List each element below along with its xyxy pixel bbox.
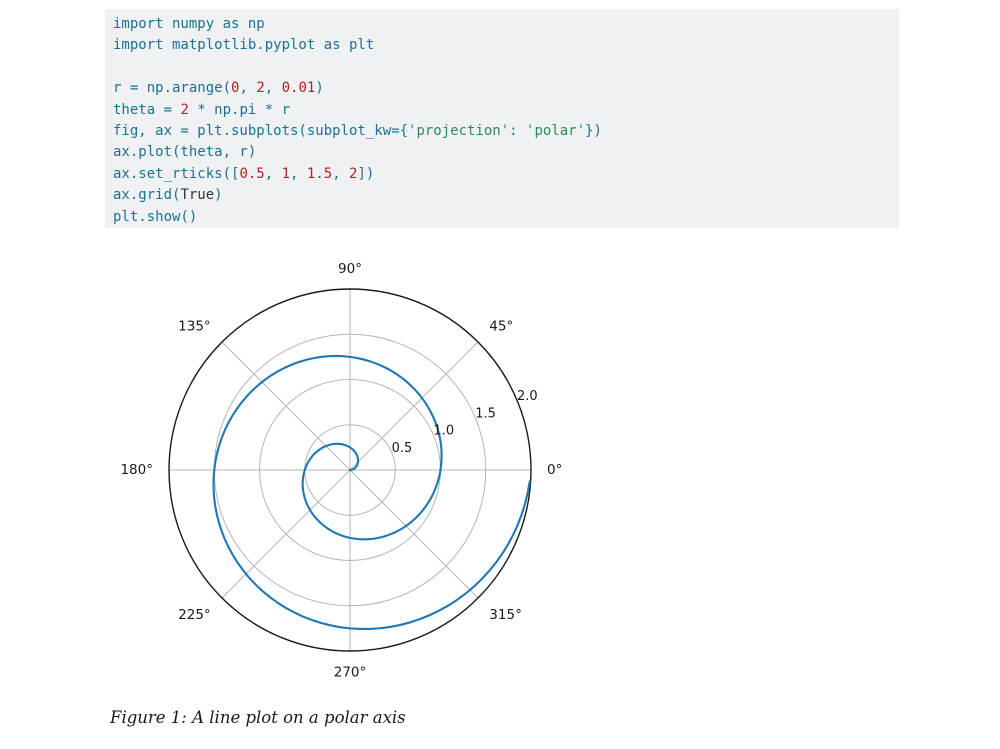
code-line: ax.plot(theta, r) bbox=[113, 144, 257, 161]
code-line: ax.set_rticks([0.5, 1, 1.5, 2]) bbox=[113, 165, 375, 182]
code-line: fig, ax = plt.subplots(subplot_kw={'proj… bbox=[113, 123, 602, 140]
r-tick-label: 0.5 bbox=[392, 441, 413, 456]
polar-chart: 0° 45° 90° 135° 180° 225° 270° 315° 0.5 1.0 1.5 2.0 bbox=[120, 261, 562, 681]
theta-tick-label: 135° bbox=[178, 319, 211, 335]
theta-tick-label: 180° bbox=[120, 462, 153, 478]
r-tick-label: 2.0 bbox=[517, 389, 538, 404]
code-line: import numpy as np bbox=[113, 16, 265, 32]
theta-tick-label: 45° bbox=[489, 319, 513, 335]
polar-figure: 0° 45° 90° 135° 180° 225° 270° 315° 0.5 1.0 1.5 2.0 bbox=[110, 250, 600, 700]
code-line: r = np.arange(0, 2, 0.01) bbox=[113, 80, 324, 97]
code-line: plt.show() bbox=[113, 208, 198, 225]
code-line: import matplotlib.pyplot as plt bbox=[113, 37, 375, 54]
theta-tick-label: 0° bbox=[547, 462, 562, 478]
figure-caption: Figure 1: A line plot on a polar axis bbox=[110, 708, 406, 727]
theta-tick-label: 315° bbox=[489, 607, 522, 623]
code-line: theta = 2 * np.pi * r bbox=[113, 101, 291, 118]
code-line: ax.grid(True) bbox=[113, 187, 223, 204]
theta-tick-label: 270° bbox=[334, 665, 367, 681]
theta-tick-label: 90° bbox=[338, 261, 362, 277]
code-block: import numpy as np import matplotlib.pypl… bbox=[105, 9, 899, 228]
theta-tick-label: 225° bbox=[178, 607, 211, 623]
r-tick-label: 1.5 bbox=[475, 406, 496, 421]
code-line bbox=[113, 57, 889, 78]
r-tick-label: 1.0 bbox=[433, 424, 454, 439]
